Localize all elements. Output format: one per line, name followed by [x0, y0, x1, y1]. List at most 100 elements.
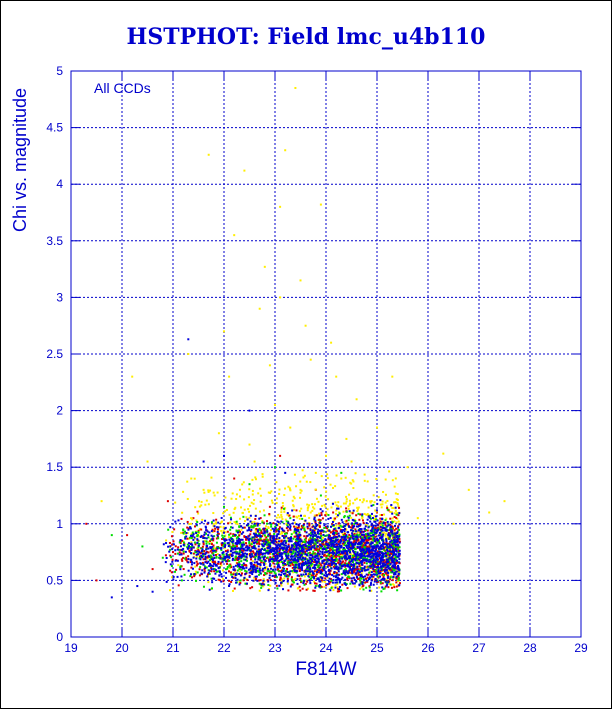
data-point — [297, 528, 300, 531]
data-point — [359, 579, 362, 582]
data-point — [306, 564, 309, 567]
data-point — [200, 528, 203, 531]
data-point — [360, 539, 363, 542]
data-point — [304, 550, 307, 553]
data-point — [212, 524, 215, 527]
data-point — [251, 550, 254, 553]
data-point — [295, 566, 298, 569]
data-point — [233, 545, 236, 548]
data-point — [343, 524, 346, 527]
data-point — [269, 538, 272, 541]
data-point — [281, 552, 284, 555]
data-point — [298, 540, 301, 543]
data-point — [238, 580, 241, 583]
data-point — [335, 474, 338, 477]
data-point — [332, 524, 335, 527]
data-point — [205, 551, 208, 554]
data-point — [221, 542, 224, 545]
data-point — [349, 568, 352, 571]
data-point — [202, 488, 205, 491]
data-point — [345, 571, 348, 574]
data-point — [294, 527, 297, 530]
data-point — [295, 546, 298, 549]
data-point — [226, 567, 229, 570]
data-point — [302, 552, 305, 555]
data-point — [394, 506, 397, 509]
data-point — [382, 490, 385, 493]
data-point — [279, 533, 282, 536]
data-point — [270, 541, 273, 544]
data-point — [204, 553, 207, 556]
data-point — [373, 514, 376, 517]
data-point — [359, 530, 362, 533]
data-point — [318, 512, 321, 515]
data-point — [211, 565, 214, 568]
data-point — [275, 535, 278, 538]
data-point — [369, 532, 372, 535]
data-point — [261, 555, 264, 558]
data-point — [354, 559, 357, 562]
data-point — [258, 549, 261, 552]
data-point — [242, 567, 245, 570]
data-point — [220, 521, 223, 524]
data-point — [395, 521, 398, 524]
data-point — [292, 547, 295, 550]
data-point — [182, 540, 185, 543]
data-point — [389, 550, 392, 553]
data-point — [321, 577, 324, 580]
data-point — [291, 570, 294, 573]
data-point — [342, 525, 345, 528]
data-point — [304, 553, 307, 556]
data-point — [225, 576, 228, 579]
data-point — [203, 531, 206, 534]
data-point — [391, 559, 394, 562]
data-point — [318, 518, 321, 521]
data-point — [342, 546, 345, 549]
data-point — [258, 517, 261, 520]
data-point — [377, 496, 380, 499]
data-point — [352, 509, 355, 512]
data-point — [185, 556, 188, 559]
data-point — [222, 512, 225, 515]
data-point — [251, 573, 254, 576]
data-point — [371, 540, 374, 543]
data-point — [280, 584, 283, 587]
data-point — [384, 529, 387, 532]
data-point — [345, 500, 348, 503]
data-point — [205, 546, 208, 549]
data-point — [369, 555, 372, 558]
data-point — [396, 538, 399, 541]
data-point — [211, 548, 214, 551]
data-point — [261, 540, 264, 543]
data-point — [207, 534, 210, 537]
data-point — [259, 569, 262, 572]
data-point — [260, 559, 263, 562]
data-point — [280, 542, 283, 545]
data-point — [376, 537, 379, 540]
data-point — [287, 521, 290, 524]
data-point — [273, 549, 276, 552]
data-point — [306, 545, 309, 548]
data-point — [290, 540, 293, 543]
data-point — [340, 528, 343, 531]
data-point — [224, 568, 227, 571]
data-point — [360, 569, 363, 572]
x-tick-label: 21 — [166, 641, 180, 655]
data-point — [255, 550, 258, 553]
data-point — [276, 557, 279, 560]
data-point — [305, 579, 308, 582]
data-point — [282, 580, 285, 583]
data-point — [202, 563, 205, 566]
data-point — [335, 515, 338, 518]
data-point — [329, 546, 332, 549]
data-point — [180, 553, 183, 556]
data-point — [232, 565, 235, 568]
data-point — [248, 548, 251, 551]
data-point — [136, 585, 139, 588]
data-point — [253, 539, 256, 542]
data-point — [236, 547, 239, 550]
data-point — [334, 563, 337, 566]
data-point — [306, 570, 309, 573]
data-point — [324, 572, 327, 575]
data-point — [262, 567, 265, 570]
